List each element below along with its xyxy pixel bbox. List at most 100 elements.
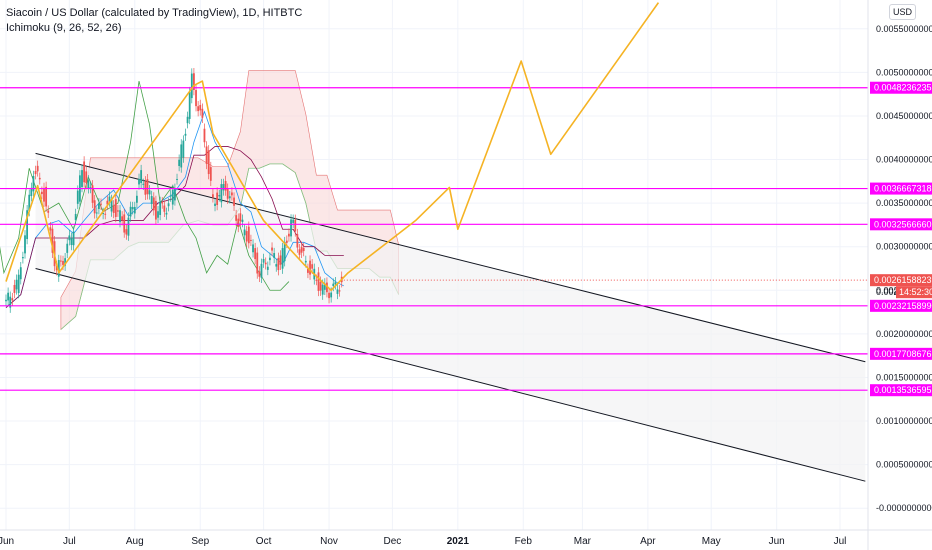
candle-body — [15, 279, 18, 290]
candle-body — [309, 260, 311, 275]
currency-button[interactable]: USD — [889, 4, 916, 20]
candle-body — [330, 292, 333, 298]
candle-body — [271, 247, 273, 251]
candle-body — [123, 214, 126, 233]
candle-body — [285, 240, 288, 243]
x-tick-label: Sep — [191, 536, 209, 547]
candle-body — [89, 187, 92, 189]
x-tick-label: Jul — [834, 536, 847, 547]
candle-body — [83, 161, 86, 183]
candle-body — [30, 187, 33, 197]
candle-body — [338, 290, 341, 292]
candle-body — [36, 165, 39, 172]
candle-body — [241, 219, 244, 222]
x-tick-label: Apr — [640, 536, 656, 547]
candles — [5, 68, 343, 313]
candle-body — [163, 205, 166, 212]
candle-body — [188, 92, 191, 119]
x-tick-label: Jun — [769, 536, 785, 547]
candle-body — [266, 266, 269, 270]
candle-body — [49, 227, 52, 231]
candle-body — [269, 257, 271, 261]
candle-body — [19, 267, 22, 280]
candle-body — [228, 196, 231, 199]
candle-body — [205, 146, 208, 164]
candle-body — [125, 229, 128, 235]
candle-body — [28, 194, 31, 212]
candle-body — [186, 116, 189, 124]
candle-body — [108, 196, 111, 202]
candle-body — [169, 195, 172, 197]
candle-body — [161, 202, 164, 204]
candle-body — [150, 196, 153, 204]
level-tag — [870, 347, 932, 360]
candle-body — [59, 260, 62, 262]
candle-body — [190, 73, 193, 99]
candle-body — [13, 284, 16, 293]
candle-body — [328, 292, 330, 299]
candle-body — [11, 298, 14, 301]
candle-body — [9, 296, 12, 308]
candle-body — [32, 175, 35, 192]
candle-body — [197, 106, 200, 112]
candle-body — [119, 210, 121, 223]
candle-body — [70, 238, 73, 246]
candle-body — [165, 212, 168, 215]
x-tick-label: May — [702, 536, 721, 547]
x-tick-label: Feb — [515, 536, 533, 547]
candle-body — [294, 219, 297, 232]
candle-body — [184, 133, 187, 136]
x-tick-label: Aug — [126, 536, 144, 547]
candle-body — [317, 272, 320, 291]
chart-legend: Siacoin / US Dollar (calculated by Tradi… — [6, 6, 302, 36]
candle-body — [121, 216, 124, 221]
candle-body — [195, 90, 197, 107]
candle-body — [182, 140, 185, 158]
candle-body — [21, 257, 24, 259]
candle-body — [218, 195, 221, 197]
candle-body — [51, 228, 54, 253]
y-tick-label: 0.00050000000 — [876, 460, 932, 470]
symbol-title: Siacoin / US Dollar (calculated by Tradi… — [6, 7, 303, 19]
candle-body — [34, 171, 37, 175]
candle-body — [315, 279, 318, 281]
candle-body — [40, 191, 43, 195]
x-tick-label: Oct — [256, 536, 272, 547]
candle-body — [47, 210, 50, 213]
candle-body — [148, 190, 151, 195]
candle-body — [85, 171, 88, 184]
candle-body — [68, 235, 71, 241]
candle-body — [254, 248, 257, 260]
level-tag — [870, 299, 932, 312]
candle-body — [283, 242, 286, 262]
candle-body — [74, 213, 77, 221]
candle-body — [81, 170, 83, 188]
candle-body — [231, 192, 233, 196]
candle-body — [302, 248, 305, 252]
candle-body — [224, 181, 227, 191]
y-tick-label: -0.00000000000 — [876, 503, 932, 513]
x-tick-label: Mar — [574, 536, 592, 547]
candle-body — [174, 188, 176, 201]
candle-body — [288, 233, 290, 237]
candle-body — [87, 180, 90, 189]
candle-body — [237, 218, 240, 227]
candle-body — [38, 177, 41, 180]
candle-body — [152, 197, 155, 211]
candle-body — [203, 128, 206, 143]
level-tag-label: 0.00232158990 — [874, 301, 932, 311]
candle-body — [55, 266, 58, 271]
level-tag — [870, 182, 932, 195]
candle-body — [140, 170, 143, 183]
candle-body — [214, 203, 216, 206]
candle-body — [57, 260, 60, 277]
candle-body — [98, 203, 100, 209]
candle-body — [334, 282, 337, 285]
candle-body — [300, 246, 303, 253]
countdown-label: 14:52:30 — [899, 287, 932, 297]
candle-body — [207, 150, 210, 175]
